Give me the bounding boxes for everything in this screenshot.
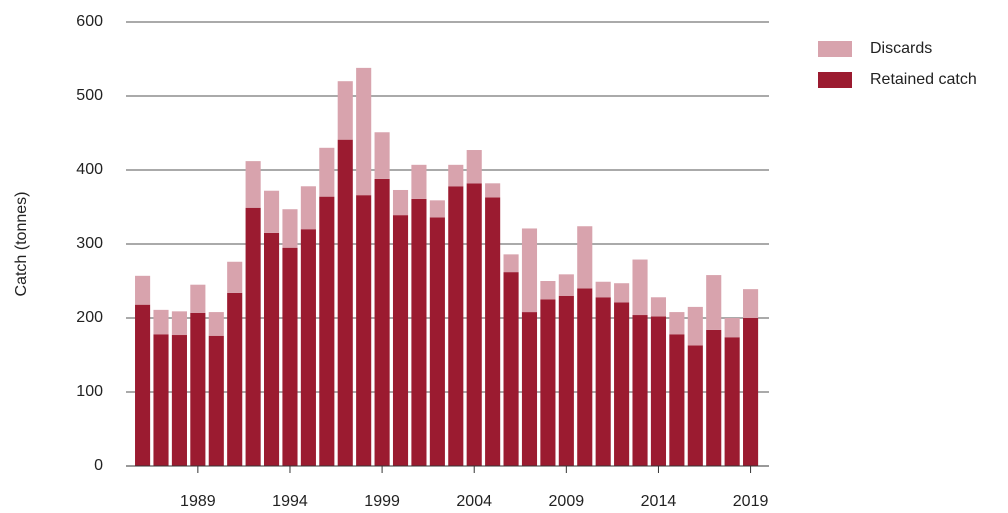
bar-segment	[521, 312, 538, 466]
bar-segment	[319, 196, 335, 466]
bar-segment	[429, 200, 445, 218]
bar-segment	[706, 329, 722, 466]
bar-segment	[558, 274, 574, 296]
bar-segment	[540, 281, 556, 300]
bar-segment	[190, 312, 206, 466]
y-tick-label: 600	[76, 13, 103, 30]
bar-segment	[153, 309, 169, 335]
bar-segment	[632, 315, 648, 466]
bar-segment	[411, 198, 427, 467]
bar-segment	[448, 164, 464, 187]
bar-segment	[282, 247, 298, 466]
y-tick-label: 200	[76, 309, 103, 326]
bar-segment	[135, 275, 151, 305]
bar-segment	[429, 217, 445, 466]
bar-segment	[743, 289, 759, 318]
bar-segment	[650, 316, 667, 466]
bar-segment	[227, 261, 243, 293]
x-tick-label: 1989	[180, 493, 216, 510]
legend-label: Retained catch	[870, 71, 977, 88]
x-tick-label: 2009	[549, 493, 585, 510]
bar-segment	[743, 318, 759, 466]
bar-segment	[245, 207, 261, 467]
bar-segment	[669, 334, 685, 466]
x-tick-label: 2014	[641, 493, 677, 510]
bar-segment	[632, 259, 648, 316]
bar-segment	[595, 281, 611, 298]
bar-segment	[521, 228, 538, 313]
bar-segment	[356, 195, 372, 466]
bar-segment	[263, 232, 280, 466]
bar-segment	[466, 150, 482, 184]
legend-swatch	[818, 72, 852, 88]
bar-segment	[558, 295, 574, 466]
bar-segment	[356, 67, 372, 196]
bar-segment	[466, 183, 482, 466]
y-tick-label: 300	[76, 235, 103, 252]
bar-segment	[485, 197, 501, 466]
bar-segment	[448, 186, 464, 466]
bar-segment	[411, 164, 427, 199]
bar-segment	[614, 283, 630, 303]
bar-segment	[300, 229, 316, 466]
bar-segment	[724, 318, 740, 338]
legend-swatch	[818, 41, 852, 57]
bar-segment	[706, 275, 722, 330]
bar-segment	[135, 304, 151, 466]
bar-segment	[171, 311, 187, 336]
x-tick-label: 2004	[456, 493, 492, 510]
bar-segment	[503, 272, 519, 466]
bar-segment	[392, 215, 409, 466]
legend-label: Discards	[870, 40, 932, 57]
bar-segment	[503, 254, 519, 273]
bar-segment	[245, 161, 261, 208]
bar-segment	[300, 186, 316, 230]
bar-segment	[190, 284, 206, 313]
y-tick-label: 500	[76, 87, 103, 104]
bar-segment	[337, 139, 353, 466]
y-tick-label: 100	[76, 383, 103, 400]
y-axis-title: Catch (tonnes)	[13, 192, 30, 297]
bar-segment	[171, 335, 187, 466]
x-tick-label: 2019	[733, 493, 769, 510]
x-tick-label: 1999	[364, 493, 400, 510]
bar-segment	[577, 288, 593, 466]
bar-segment	[577, 226, 593, 289]
x-tick-label: 1994	[272, 493, 308, 510]
bar-segment	[337, 81, 353, 140]
bar-segment	[374, 178, 390, 466]
bar-segment	[724, 337, 740, 466]
bar-segment	[540, 299, 556, 466]
bar-segment	[374, 132, 390, 179]
bar-segment	[614, 302, 630, 466]
bar-segment	[227, 292, 243, 466]
bar-segment	[650, 297, 667, 317]
bar-segment	[485, 183, 501, 198]
bar-segment	[595, 297, 611, 466]
bar-segment	[208, 312, 224, 336]
bar-segment	[392, 189, 409, 216]
bar-segment	[263, 190, 280, 233]
bar-segment	[687, 345, 703, 466]
bar-segment	[153, 334, 169, 466]
bar-segment	[208, 335, 224, 466]
y-tick-label: 0	[94, 457, 103, 474]
y-tick-label: 400	[76, 161, 103, 178]
bar-segment	[282, 209, 298, 248]
bar-segment	[319, 147, 335, 197]
bar-segment	[669, 312, 685, 335]
bar-segment	[687, 306, 703, 346]
